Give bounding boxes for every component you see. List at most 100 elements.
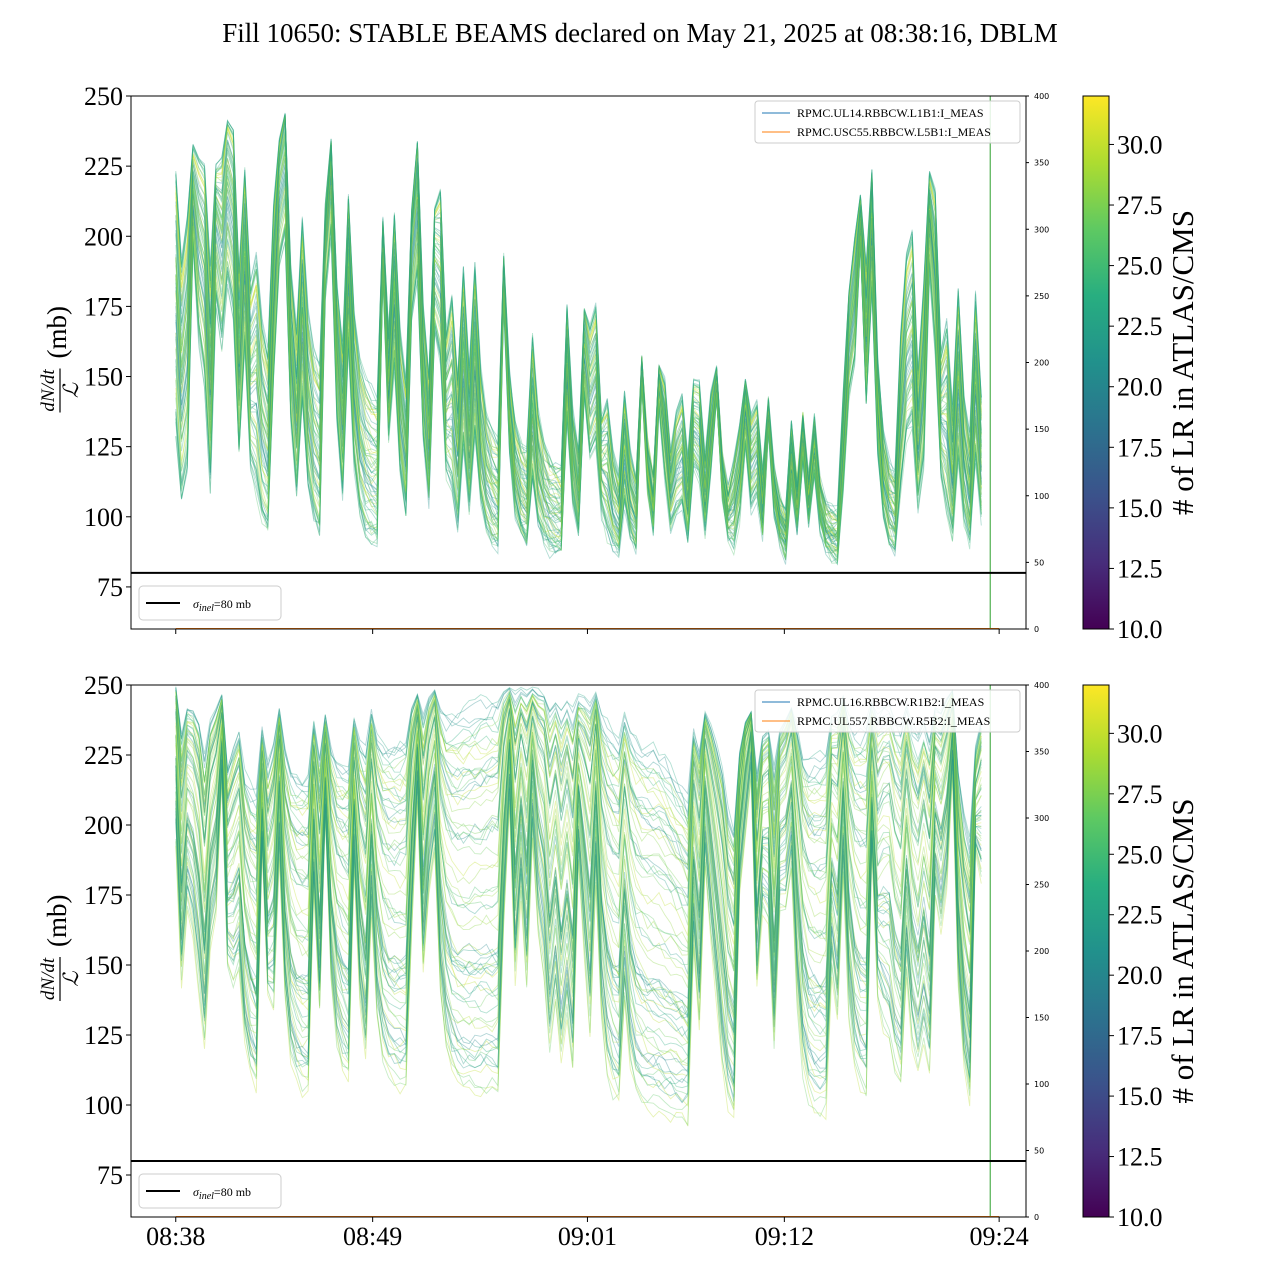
bunch-trace (175, 136, 982, 533)
y2-tick-label: 400 (1034, 681, 1049, 690)
y-tick-label: 75 (97, 573, 123, 602)
bunch-trace (175, 164, 982, 546)
colorbar-tick-label: 17.5 (1117, 1022, 1163, 1051)
bunch-trace (175, 120, 982, 536)
bunch-trace (175, 115, 982, 521)
bunch-trace (175, 210, 982, 558)
bunch-trace (175, 220, 982, 562)
y2-tick-label: 100 (1034, 1080, 1049, 1089)
bunch-trace (175, 721, 982, 995)
y-tick-label: 250 (84, 82, 123, 111)
bunch-trace (175, 113, 982, 515)
y2-tick-label: 250 (1034, 881, 1049, 890)
y2-tick-label: 0 (1034, 625, 1039, 634)
series-traces-top (175, 112, 982, 566)
bunch-trace (175, 114, 982, 527)
colorbar-label: # of LR in ATLAS/CMS (1165, 210, 1200, 515)
y-tick-label: 225 (84, 152, 123, 181)
colorbar-tick-label: 22.5 (1117, 312, 1163, 341)
bunch-trace (175, 717, 982, 974)
bunch-trace (175, 759, 982, 1103)
y-tick-label: 125 (84, 433, 123, 462)
colorbar-gradient (1082, 684, 1110, 1218)
x-tick-label: 09:01 (558, 1222, 617, 1251)
bunch-trace (175, 700, 982, 904)
bunch-trace (175, 705, 982, 931)
series-traces-bottom (175, 686, 982, 1127)
colorbar-gradient (1082, 95, 1110, 630)
bunch-trace (175, 171, 982, 550)
bunch-trace (175, 133, 982, 536)
svg-text:ℒ: ℒ (59, 971, 83, 987)
y2-tick-label: 0 (1034, 1213, 1039, 1222)
bunch-trace (175, 706, 982, 934)
bunch-trace (175, 728, 982, 1006)
chart-title: Fill 10650: STABLE BEAMS declared on May… (222, 18, 1058, 48)
bunch-trace (175, 157, 982, 547)
y-tick-label: 125 (84, 1021, 123, 1050)
y-tick-label: 100 (84, 1091, 123, 1120)
colorbar-label: # of LR in ATLAS/CMS (1165, 799, 1200, 1104)
bunch-trace (175, 718, 982, 972)
bunch-trace (175, 729, 982, 1015)
y-axis-label: dN/dt ℒ (mb) (38, 306, 83, 413)
threshold-legend-label: σinel=80 mb (193, 1185, 251, 1202)
bunch-trace (175, 123, 982, 534)
colorbar-tick-label: 25.0 (1117, 252, 1163, 281)
bunch-trace (175, 226, 982, 555)
bunch-trace (175, 191, 982, 552)
bunch-trace (175, 728, 982, 1018)
bunch-trace (175, 696, 982, 898)
bunch-trace (175, 196, 982, 554)
colorbar-bottom: 10.0 12.5 15.0 17.5 20.0 22.5 25.0 27.5 30.0 # of… (1082, 684, 1200, 1232)
colorbar-tick-label: 30.0 (1117, 719, 1163, 748)
bunch-trace (175, 119, 982, 526)
bunch-trace (175, 151, 982, 538)
bunch-trace (175, 116, 982, 527)
bunch-trace (175, 140, 982, 541)
bunch-trace (175, 140, 982, 541)
y2-tick-label: 250 (1034, 292, 1049, 301)
bunch-trace (175, 228, 982, 559)
y2-tick-label: 50 (1034, 558, 1044, 567)
y-tick-label: 200 (84, 222, 123, 251)
y2-tick-label: 350 (1034, 159, 1049, 168)
bunch-trace (175, 710, 982, 945)
bunch-trace (175, 703, 982, 929)
bunch-trace (175, 122, 982, 536)
y2-tick-label: 400 (1034, 92, 1049, 101)
bunch-trace (175, 115, 982, 528)
bunch-trace (175, 141, 982, 541)
bunch-trace (175, 223, 982, 566)
bunch-trace (175, 731, 982, 1030)
bunch-trace (175, 149, 982, 538)
y-tick-label: 200 (84, 811, 123, 840)
bunch-trace (175, 744, 982, 1063)
bunch-trace (175, 180, 982, 548)
bunch-trace (175, 695, 982, 891)
bunch-trace (175, 749, 982, 1076)
bunch-trace (175, 715, 982, 974)
bunch-trace (175, 236, 982, 563)
x-tick-label: 09:12 (755, 1222, 814, 1251)
y-tick-label: 175 (84, 292, 123, 321)
bunch-trace (175, 722, 982, 999)
bunch-trace (175, 731, 982, 1027)
bunch-trace (175, 184, 982, 553)
bunch-trace (175, 113, 982, 519)
bunch-trace (175, 772, 982, 1127)
y2-tick-label: 300 (1034, 814, 1049, 823)
threshold-legend: σinel=80 mb (138, 585, 282, 621)
bunch-trace (175, 117, 982, 524)
bunch-trace (175, 716, 982, 970)
bunch-trace (175, 732, 982, 1033)
bunch-trace (175, 131, 982, 531)
bunch-trace (175, 698, 982, 900)
bunch-trace (175, 692, 982, 885)
panel-bottom: 75 100 125 150 175 200 225 250 0 50 100 150 200 250 30… (38, 671, 1049, 1251)
bunch-trace (175, 172, 982, 545)
y-axis-label: dN/dt ℒ (mb) (38, 895, 83, 1001)
bunch-trace (175, 734, 982, 1045)
legend-entry: RPMC.UL14.RBBCW.L1B1:I_MEAS (797, 106, 984, 120)
